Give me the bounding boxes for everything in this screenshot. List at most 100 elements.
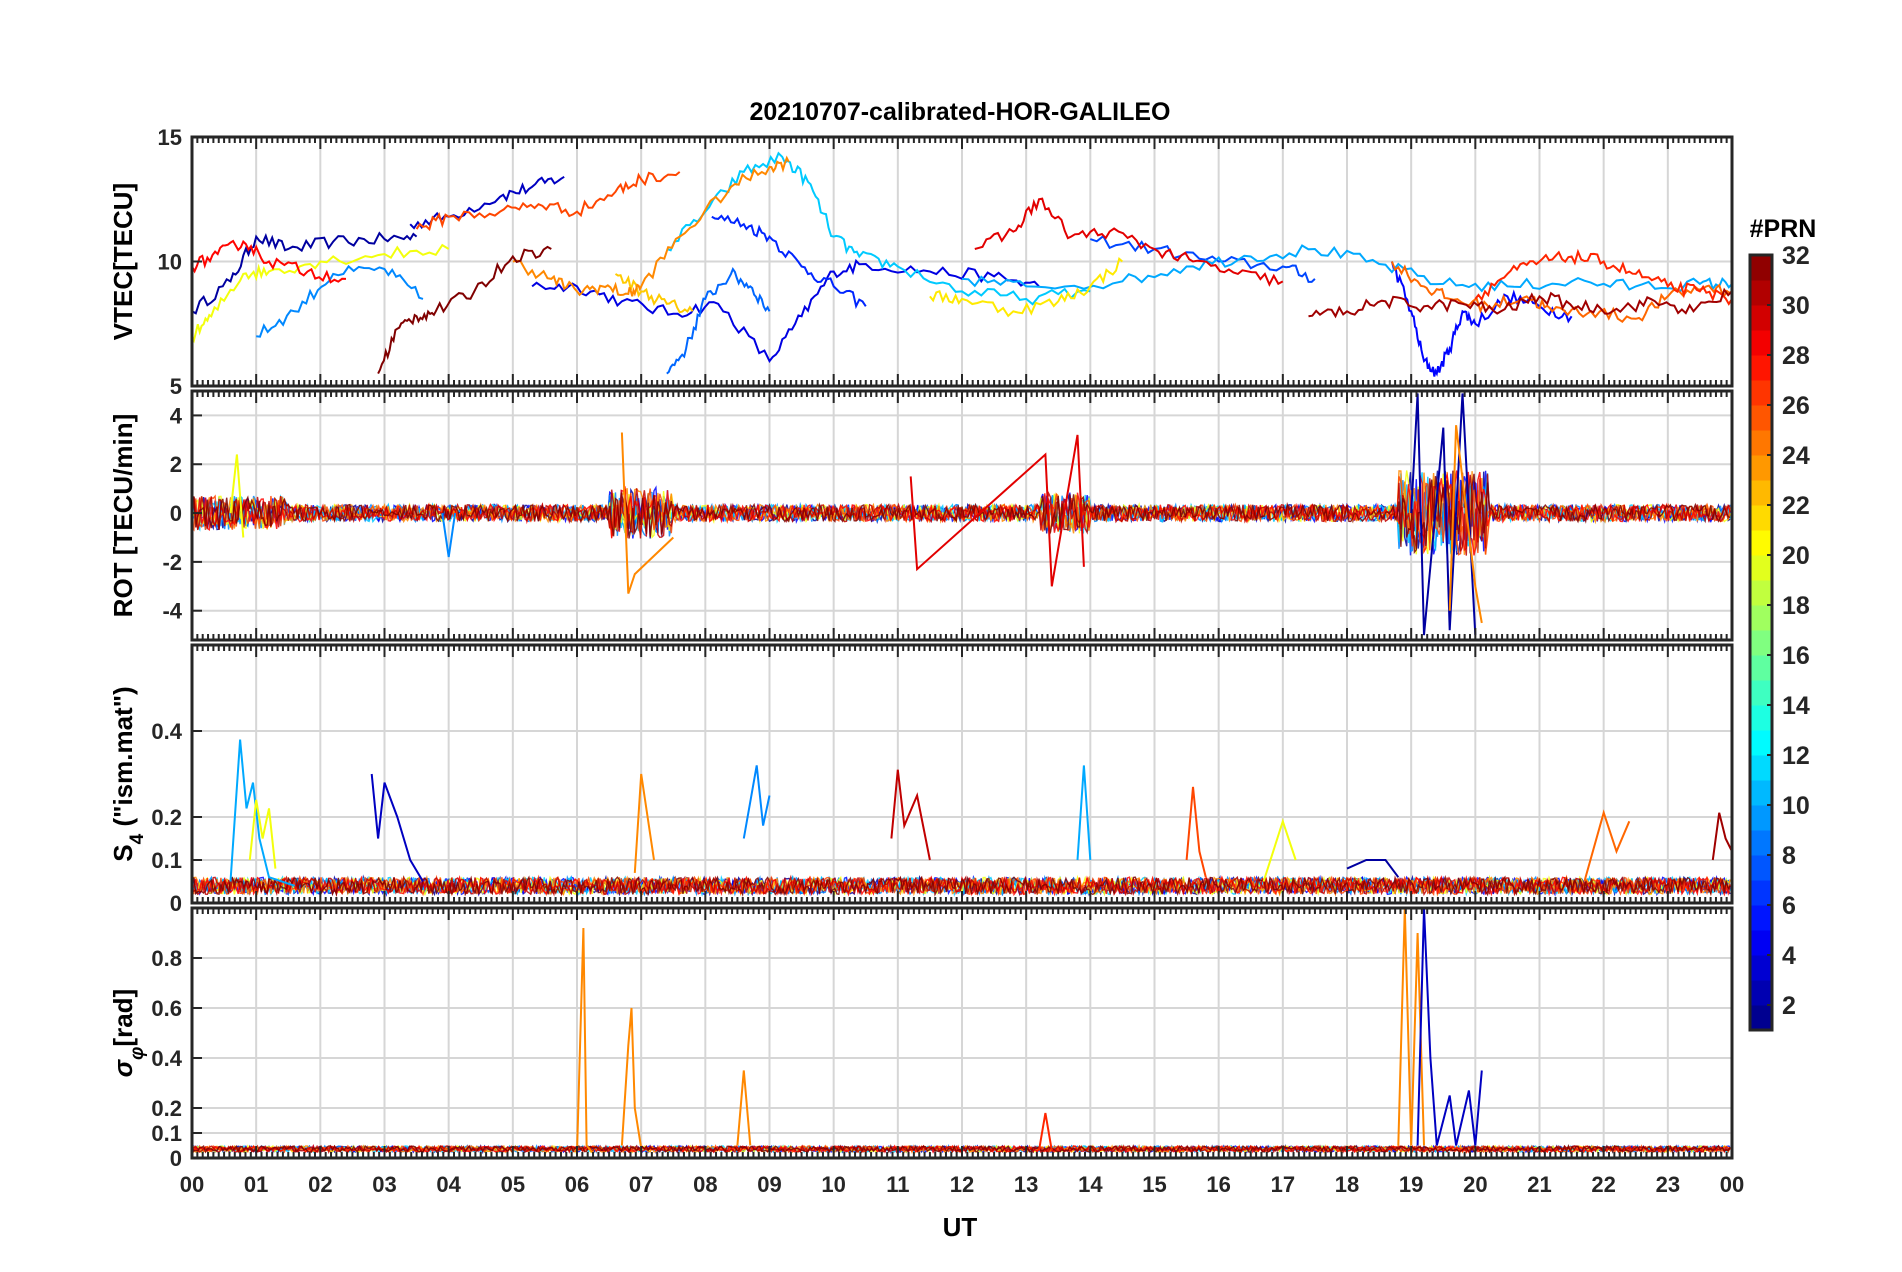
x-tick-label: 04 — [436, 1172, 461, 1197]
y-axis-label: ROT [TECU/min] — [108, 414, 138, 618]
series-prn-20-8 — [1262, 818, 1297, 882]
series-prn-29-18 — [974, 197, 1284, 287]
colorbar-segment — [1750, 605, 1772, 631]
colorbar-tick-label: 32 — [1782, 242, 1810, 270]
series-prn-24-4 — [1397, 908, 1425, 1146]
y-tick-label: 0.1 — [151, 848, 182, 873]
series-prn-27-16 — [1474, 248, 1732, 306]
x-tick-label: 16 — [1206, 1172, 1230, 1197]
series-prn-10-8 — [961, 244, 1732, 293]
colorbar-segment — [1750, 280, 1772, 306]
colorbar-tick-label: 12 — [1782, 742, 1810, 770]
x-tick-label: 07 — [629, 1172, 653, 1197]
x-tick-label: 23 — [1656, 1172, 1680, 1197]
series-prn-10-6 — [1076, 765, 1092, 861]
y-tick-label: 4 — [170, 403, 183, 428]
colorbar-segment — [1750, 855, 1772, 881]
colorbar-tick-label: 22 — [1782, 492, 1810, 520]
y-tick-label: 0.4 — [151, 719, 182, 744]
y-tick-label: -4 — [162, 599, 182, 624]
series-prn-3-1 — [409, 175, 565, 230]
y-tick-label: 0.1 — [151, 1121, 182, 1146]
x-tick-label: 14 — [1078, 1172, 1103, 1197]
colorbar-segment — [1750, 480, 1772, 506]
y-axis-label: VTEC[TECU] — [108, 183, 138, 340]
panel-sigma_phi: 00.10.2 0.4 0.6 0.8σφ[rad] — [108, 906, 1734, 1171]
x-tick-label: 22 — [1591, 1172, 1615, 1197]
x-tick-label: 11 — [886, 1172, 909, 1197]
series-prn-2-0 — [1410, 393, 1477, 636]
x-tick-label: 03 — [372, 1172, 396, 1197]
y-tick-label: 0.8 — [151, 946, 182, 971]
series-prn-5-3 — [1390, 261, 1573, 377]
colorbar-tick-label: 26 — [1782, 392, 1810, 420]
plot-area — [192, 393, 1731, 636]
colorbar-segment — [1750, 905, 1772, 931]
noise-trace-prn-32 — [192, 470, 1731, 555]
series-prn-11-9 — [666, 151, 1091, 306]
x-tick-label: 05 — [501, 1172, 525, 1197]
y-tick-label: 10 — [158, 250, 182, 275]
series-prn-24-13 — [512, 155, 790, 297]
series-prn-21-11 — [929, 257, 1124, 318]
series-prn-22-12 — [614, 273, 694, 314]
series-prn-20-1 — [248, 799, 277, 869]
x-tick-label: 18 — [1335, 1172, 1359, 1197]
colorbar-segment — [1750, 755, 1772, 781]
y-tick-label: 0.6 — [151, 996, 182, 1021]
series-prn-10-0 — [229, 739, 296, 887]
series-prn-3-2 — [370, 773, 424, 883]
x-tick-label: 19 — [1399, 1172, 1423, 1197]
series-prn-24-3 — [633, 773, 655, 873]
series-prn-31-19 — [1308, 287, 1732, 319]
colorbar-segment — [1750, 355, 1772, 381]
colorbar-segment — [1750, 305, 1772, 331]
series-prn-25-10 — [1583, 809, 1631, 882]
series-prn-25-14 — [1390, 261, 1732, 324]
x-tick-label: 12 — [950, 1172, 974, 1197]
colorbar-segment — [1750, 555, 1772, 581]
x-axis-label: UT — [943, 1212, 978, 1242]
series-prn-24-3 — [1448, 425, 1483, 624]
colorbar-segment — [1750, 405, 1772, 431]
plot-area — [192, 151, 1732, 377]
series-prn-24-2 — [620, 432, 674, 594]
y-tick-label: 5 — [170, 374, 182, 399]
colorbar-segment — [1750, 1005, 1772, 1031]
series-prn-31-11 — [1711, 812, 1732, 861]
colorbar-segment — [1750, 680, 1772, 706]
series-prn-26-7 — [1185, 786, 1207, 878]
x-tick-label: 01 — [244, 1172, 268, 1197]
colorbar-tick-label: 6 — [1782, 892, 1796, 920]
x-tick-label: 15 — [1142, 1172, 1166, 1197]
x-tick-label: 20 — [1463, 1172, 1487, 1197]
y-tick-label: 0.2 — [151, 805, 182, 830]
colorbar-tick-label: 30 — [1782, 292, 1810, 320]
colorbar-segment — [1750, 380, 1772, 406]
y-tick-label: 2 — [170, 452, 182, 477]
colorbar-segment — [1750, 455, 1772, 481]
x-tick-label: 09 — [757, 1172, 781, 1197]
series-prn-24-2 — [736, 1070, 752, 1146]
series-prn-6-4 — [711, 214, 867, 310]
series-prn-26-15 — [415, 171, 681, 232]
colorbar-tick-label: 24 — [1782, 442, 1810, 470]
colorbar-segment — [1750, 505, 1772, 531]
colorbar-segment — [1750, 580, 1772, 606]
panel-vtec: 5 10 15 VTEC[TECU] — [108, 125, 1734, 399]
colorbar-tick-label: 10 — [1782, 792, 1810, 820]
colorbar-segment — [1750, 955, 1772, 981]
colorbar-frame — [1748, 253, 1774, 1032]
colorbar-tick-label: 4 — [1782, 942, 1796, 970]
y-tick-label: 0.2 — [151, 1096, 182, 1121]
colorbar-tick-label: 14 — [1782, 692, 1810, 720]
colorbar-segment — [1750, 430, 1772, 456]
colorbar-segment — [1750, 780, 1772, 806]
colorbar-tick-label: 2 — [1782, 992, 1796, 1020]
colorbar-segment — [1750, 730, 1772, 756]
x-tick-label: 21 — [1527, 1172, 1551, 1197]
x-tick-label: 13 — [1014, 1172, 1038, 1197]
colorbar-segment — [1750, 830, 1772, 856]
